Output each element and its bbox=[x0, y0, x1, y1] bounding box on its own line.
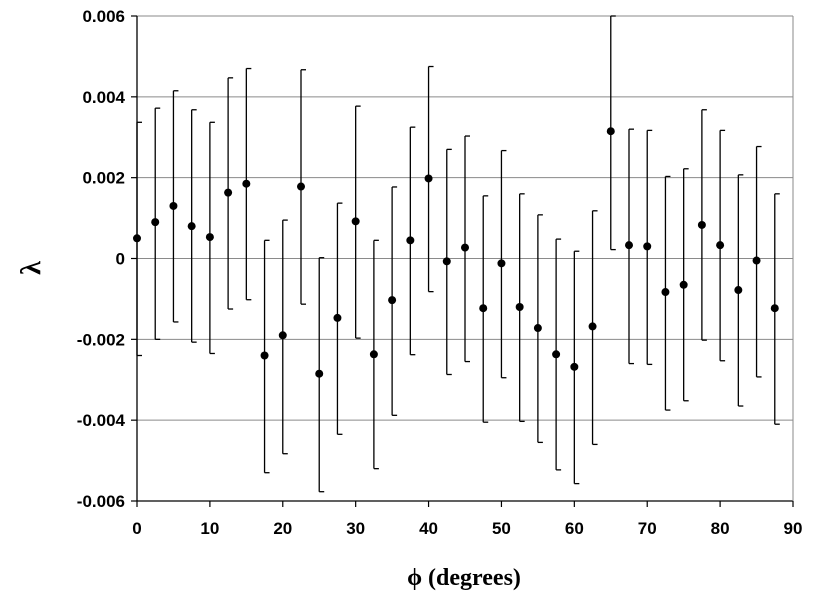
x-axis: 0 10 20 30 40 50 60 70 80 90 bbox=[132, 501, 802, 538]
data-point bbox=[770, 304, 779, 313]
data-point bbox=[151, 218, 160, 227]
data-point bbox=[369, 350, 378, 359]
data-point bbox=[297, 182, 305, 191]
data-point bbox=[351, 217, 360, 226]
x-tick-label: 90 bbox=[784, 519, 803, 538]
y-tick-label: -0.002 bbox=[77, 330, 125, 349]
data-point bbox=[697, 220, 706, 229]
data-point bbox=[497, 259, 506, 268]
data-point bbox=[479, 304, 488, 313]
x-tick-label: 30 bbox=[346, 519, 365, 538]
y-axis-title: λ bbox=[16, 261, 47, 275]
data-point bbox=[315, 369, 324, 378]
data-point bbox=[716, 241, 725, 250]
data-point bbox=[442, 257, 451, 266]
data-point bbox=[333, 313, 342, 322]
data-point bbox=[242, 179, 251, 188]
data-point bbox=[752, 256, 761, 265]
data-point bbox=[552, 350, 561, 359]
data-point bbox=[661, 288, 670, 297]
y-tick-label: -0.004 bbox=[77, 411, 126, 430]
y-tick-label: 0.004 bbox=[82, 88, 125, 107]
x-tick-label: 70 bbox=[638, 519, 657, 538]
data-point bbox=[224, 188, 233, 197]
x-tick-label: 50 bbox=[492, 519, 511, 538]
y-tick-label: 0 bbox=[116, 250, 125, 269]
data-point bbox=[588, 322, 597, 331]
x-axis-title: ϕ (degrees) bbox=[407, 565, 521, 591]
x-tick-label: 40 bbox=[419, 519, 438, 538]
data-point bbox=[643, 242, 652, 251]
data-point bbox=[205, 233, 214, 242]
data-point bbox=[679, 280, 688, 289]
y-tick-label: -0.006 bbox=[77, 492, 125, 511]
x-tick-label: 10 bbox=[200, 519, 219, 538]
data-point bbox=[625, 241, 633, 250]
data-point bbox=[461, 243, 469, 252]
data-point bbox=[187, 222, 196, 231]
data-point bbox=[406, 236, 415, 245]
x-tick-label: 60 bbox=[565, 519, 584, 538]
data-point bbox=[734, 286, 743, 295]
data-point bbox=[388, 296, 397, 305]
data-point bbox=[606, 127, 615, 136]
y-tick-label: 0.006 bbox=[82, 7, 125, 26]
data-point bbox=[515, 303, 524, 311]
data-point bbox=[533, 324, 542, 333]
x-tick-label: 20 bbox=[273, 519, 292, 538]
y-axis: -0.006 -0.004 -0.002 0 0.002 0.004 0.006 bbox=[77, 7, 137, 511]
data-point bbox=[570, 362, 579, 371]
y-tick-label: 0.002 bbox=[82, 169, 125, 188]
data-point bbox=[169, 201, 178, 210]
data-point bbox=[278, 331, 287, 340]
x-tick-label: 80 bbox=[711, 519, 730, 538]
x-tick-label: 0 bbox=[132, 519, 141, 538]
data-points bbox=[133, 127, 779, 378]
data-point bbox=[133, 234, 141, 243]
data-point bbox=[424, 174, 433, 183]
data-point bbox=[260, 351, 269, 360]
